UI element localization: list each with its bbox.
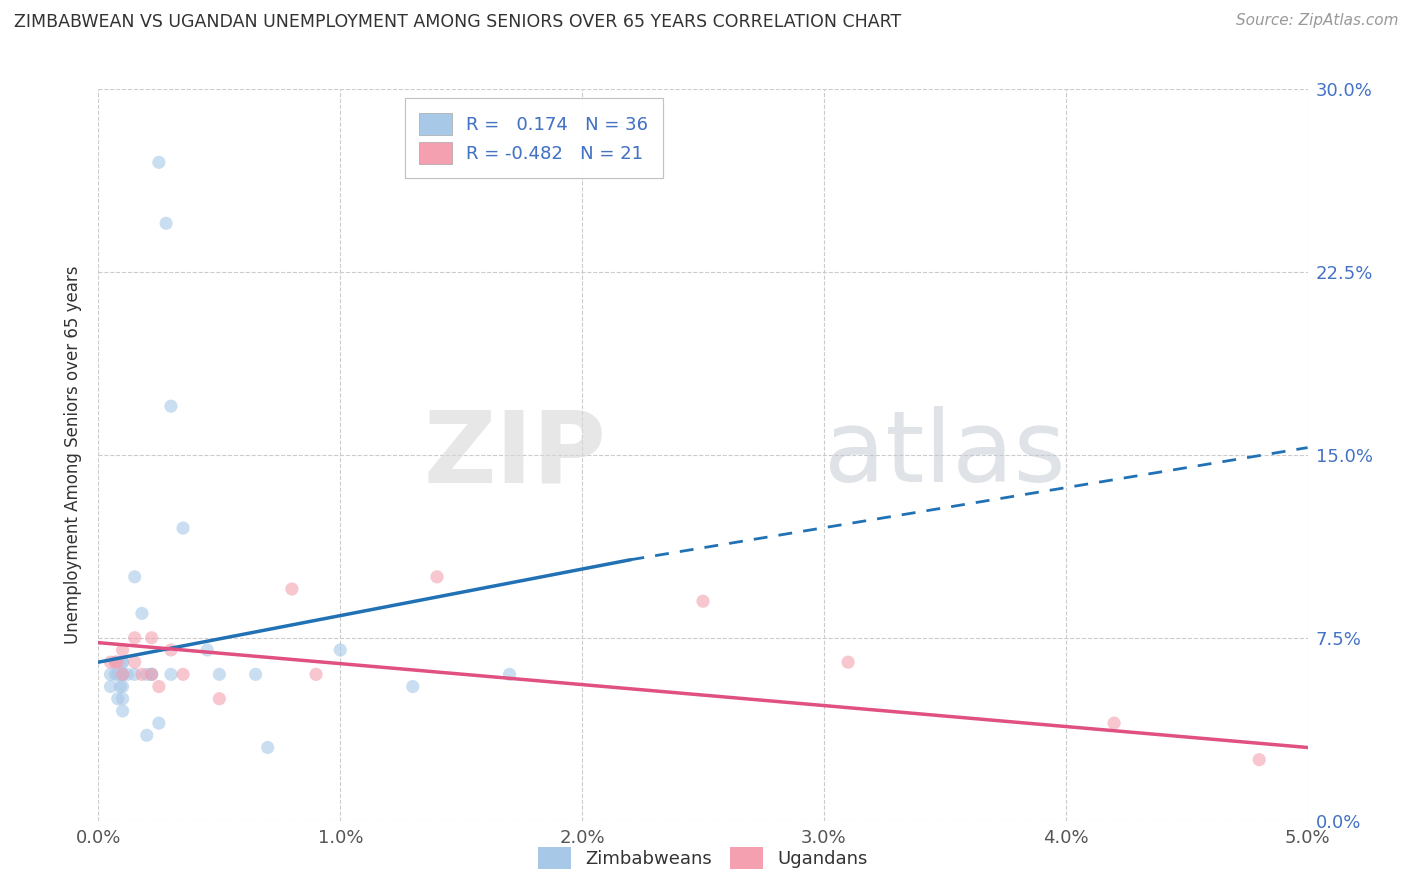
Point <box>160 667 183 681</box>
Point <box>111 667 134 681</box>
Text: ZIMBABWEAN VS UGANDAN UNEMPLOYMENT AMONG SENIORS OVER 65 YEARS CORRELATION CHART: ZIMBABWEAN VS UGANDAN UNEMPLOYMENT AMONG… <box>14 13 901 31</box>
Point <box>141 667 163 681</box>
Point <box>124 631 146 645</box>
Y-axis label: Unemployment Among Seniors over 65 years: Unemployment Among Seniors over 65 years <box>65 266 83 644</box>
Point <box>402 680 425 694</box>
Text: atlas: atlas <box>824 407 1066 503</box>
Point <box>148 716 170 731</box>
Point <box>111 667 134 681</box>
Point <box>160 399 183 413</box>
Point <box>498 667 520 681</box>
Point <box>172 667 194 681</box>
Point <box>100 655 122 669</box>
Point <box>131 667 153 681</box>
Point <box>135 728 157 742</box>
Point <box>305 667 328 681</box>
Point <box>160 643 183 657</box>
Point <box>148 680 170 694</box>
Point <box>124 667 146 681</box>
Point <box>155 216 177 230</box>
Point <box>837 655 859 669</box>
Point <box>104 655 127 669</box>
Point <box>111 691 134 706</box>
Point <box>111 655 134 669</box>
Point <box>141 667 163 681</box>
Point <box>111 680 134 694</box>
Point <box>195 643 218 657</box>
Point <box>245 667 267 681</box>
Point <box>1249 753 1271 767</box>
Point <box>104 667 127 681</box>
Point <box>117 667 139 681</box>
Point <box>100 667 122 681</box>
Point <box>124 655 146 669</box>
Point <box>141 667 163 681</box>
Legend: R =   0.174   N = 36, R = -0.482   N = 21: R = 0.174 N = 36, R = -0.482 N = 21 <box>405 98 662 178</box>
Point <box>131 607 153 621</box>
Point <box>256 740 278 755</box>
Point <box>135 667 157 681</box>
Point <box>111 655 134 669</box>
Point <box>111 704 134 718</box>
Point <box>124 570 146 584</box>
Point <box>108 680 131 694</box>
Point <box>1102 716 1125 731</box>
Text: ZIP: ZIP <box>423 407 606 503</box>
Point <box>111 667 134 681</box>
Point <box>107 667 129 681</box>
Point <box>111 667 134 681</box>
Point <box>148 155 170 169</box>
Point <box>100 680 122 694</box>
Point <box>208 691 231 706</box>
Point <box>208 667 231 681</box>
Point <box>107 691 129 706</box>
Point <box>426 570 449 584</box>
Point <box>281 582 304 596</box>
Point <box>329 643 352 657</box>
Point <box>172 521 194 535</box>
Point <box>107 655 129 669</box>
Legend: Zimbabweans, Ugandans: Zimbabweans, Ugandans <box>530 838 876 879</box>
Point <box>111 643 134 657</box>
Point <box>692 594 714 608</box>
Point <box>141 631 163 645</box>
Text: Source: ZipAtlas.com: Source: ZipAtlas.com <box>1236 13 1399 29</box>
Point <box>104 655 127 669</box>
